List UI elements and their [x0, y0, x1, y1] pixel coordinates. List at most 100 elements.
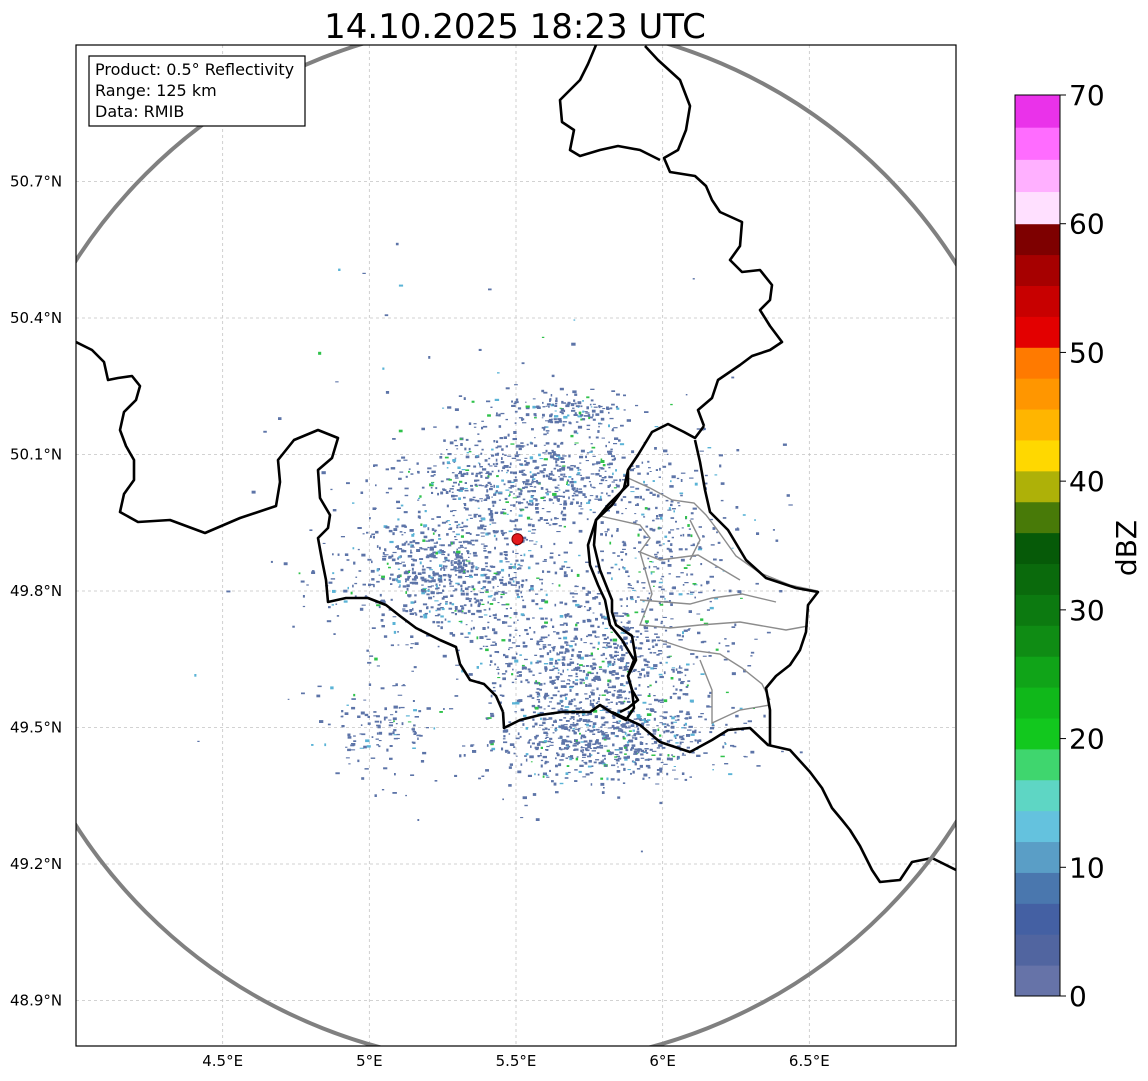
echo-cell	[455, 607, 458, 611]
echo-cell	[529, 755, 534, 759]
echo-cell	[593, 729, 596, 731]
echo-cell	[623, 632, 627, 634]
echo-cell	[602, 734, 606, 737]
echo-cell	[502, 677, 506, 681]
echo-cell	[497, 591, 501, 593]
echo-cell	[651, 528, 656, 531]
echo-cell	[564, 652, 567, 654]
echo-cell	[607, 665, 609, 668]
echo-cell	[625, 748, 628, 751]
echo-cell	[490, 742, 494, 746]
echo-cell	[440, 615, 444, 618]
echo-cell	[427, 467, 432, 470]
echo-cell	[433, 542, 438, 544]
echo-cell	[533, 543, 537, 545]
echo-cell	[414, 600, 417, 603]
echo-cell	[518, 492, 523, 496]
echo-cell	[670, 480, 672, 483]
echo-cell	[659, 676, 664, 679]
echo-cell	[659, 770, 662, 773]
y-tick-label: 50.7°N	[10, 173, 62, 191]
echo-cell	[713, 589, 716, 592]
echo-cell	[611, 764, 616, 767]
echo-cell	[426, 634, 430, 637]
echo-cell	[485, 472, 489, 474]
echo-cell	[527, 566, 531, 570]
echo-cell	[563, 727, 566, 730]
echo-cell	[554, 729, 558, 731]
echo-cell	[423, 589, 426, 593]
echo-cell	[512, 438, 517, 441]
echo-cell	[571, 478, 574, 481]
echo-cell	[527, 530, 531, 532]
echo-cell	[650, 571, 655, 573]
echo-cell	[505, 751, 507, 753]
echo-cell	[680, 494, 683, 497]
echo-cell	[509, 462, 512, 466]
echo-cell	[636, 714, 641, 717]
echo-cell	[594, 635, 597, 638]
echo-cell	[568, 496, 570, 500]
echo-cell	[661, 561, 666, 565]
echo-cell	[651, 580, 655, 583]
echo-cell	[595, 740, 598, 742]
echo-cell	[402, 610, 407, 612]
echo-cell	[665, 499, 669, 502]
echo-cell	[560, 441, 564, 445]
echo-cell	[562, 423, 565, 427]
echo-cell	[378, 740, 382, 742]
echo-cell	[534, 746, 539, 749]
echo-cell	[659, 801, 663, 805]
echo-cell	[531, 697, 535, 699]
echo-cell	[545, 426, 549, 428]
echo-cell	[648, 703, 652, 705]
echo-cell	[526, 443, 529, 446]
echo-cell	[589, 416, 593, 419]
echo-cell	[504, 497, 508, 500]
echo-cell	[706, 609, 710, 611]
echo-cell	[361, 733, 366, 736]
echo-cell	[639, 736, 644, 738]
echo-cell	[552, 474, 555, 476]
echo-cell	[502, 453, 504, 456]
echo-cell	[487, 595, 492, 598]
echo-cell	[498, 425, 502, 428]
echo-cell	[395, 546, 398, 548]
echo-cell	[566, 765, 570, 767]
echo-cell	[553, 646, 556, 648]
echo-cell	[409, 529, 414, 532]
echo-cell	[671, 730, 675, 733]
echo-cell	[578, 512, 583, 515]
echo-cell	[587, 745, 591, 749]
echo-cell	[439, 456, 443, 459]
echo-cell	[592, 418, 596, 421]
echo-cell	[561, 412, 564, 415]
echo-cell	[556, 531, 561, 533]
echo-cell	[645, 525, 649, 528]
echo-cell	[381, 613, 385, 617]
echo-cell	[592, 455, 596, 457]
echo-cell	[636, 636, 639, 638]
echo-cell	[563, 500, 567, 504]
echo-cell	[541, 508, 545, 510]
echo-cell	[474, 601, 477, 604]
echo-cell	[454, 457, 457, 459]
echo-cell	[542, 647, 545, 650]
echo-cell	[467, 598, 472, 600]
echo-cell	[475, 534, 480, 536]
echo-cell	[592, 630, 597, 634]
echo-cell	[624, 732, 627, 735]
echo-cell	[567, 771, 571, 774]
echo-cell	[620, 723, 623, 727]
echo-cell	[625, 508, 627, 510]
echo-cell	[458, 395, 463, 397]
echo-cell	[516, 528, 520, 531]
echo-cell	[515, 645, 521, 647]
echo-cell	[536, 660, 539, 663]
echo-cell	[671, 754, 673, 756]
echo-cell	[504, 615, 509, 618]
echo-cell	[388, 487, 393, 490]
echo-cell	[341, 715, 344, 718]
echo-cell	[481, 603, 485, 605]
echo-cell	[519, 488, 522, 491]
